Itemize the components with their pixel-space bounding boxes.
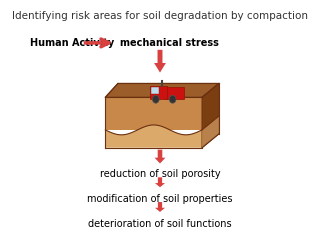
Text: deterioration of soil functions: deterioration of soil functions — [88, 219, 232, 229]
Text: modification of soil properties: modification of soil properties — [87, 194, 233, 204]
FancyArrow shape — [154, 50, 166, 72]
Polygon shape — [202, 116, 219, 148]
FancyArrow shape — [155, 202, 165, 212]
Polygon shape — [105, 97, 202, 130]
Bar — [165, 87, 184, 99]
Bar — [151, 87, 159, 94]
Circle shape — [169, 95, 176, 103]
Text: reduction of soil porosity: reduction of soil porosity — [100, 169, 220, 180]
Circle shape — [152, 95, 159, 103]
FancyArrow shape — [155, 150, 165, 163]
Text: Human Activity: Human Activity — [30, 38, 115, 48]
FancyArrow shape — [155, 177, 165, 187]
Text: mechanical stress: mechanical stress — [120, 38, 219, 48]
Polygon shape — [105, 125, 202, 148]
Text: Identifying risk areas for soil degradation by compaction: Identifying risk areas for soil degradat… — [12, 11, 308, 21]
Bar — [150, 86, 167, 99]
Polygon shape — [105, 84, 219, 97]
Polygon shape — [202, 84, 219, 148]
